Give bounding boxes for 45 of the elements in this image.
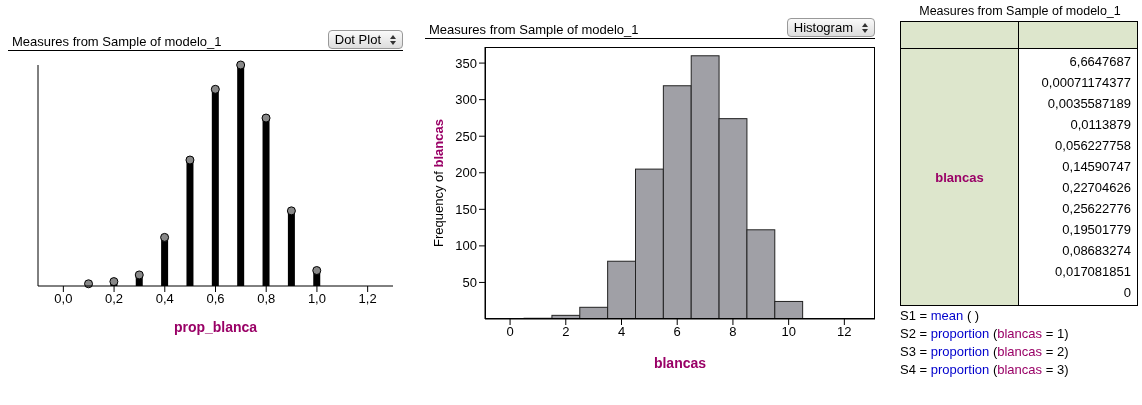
text: 0,19501779: [1062, 222, 1131, 237]
chart-title: Measures from Sample of modelo_1: [12, 34, 222, 49]
x-tick-label: 0,8: [257, 291, 276, 307]
x-tick-label: 10: [781, 324, 796, 340]
x-tick-label: 4: [617, 324, 626, 340]
x-tick-label: 0,2: [105, 291, 124, 307]
text: Histogram: [793, 20, 853, 35]
text: S1 = mean ( ): [900, 308, 980, 323]
x-tick-label: 0,6: [206, 291, 225, 307]
x-tick-label: 1,2: [358, 291, 377, 307]
text: 0,00071174377: [1041, 75, 1131, 90]
text: 0,22704626: [1062, 180, 1131, 195]
y-tick-label: 250: [455, 128, 477, 144]
x-tick-label: 8: [729, 324, 737, 340]
text: 0,08683274: [1062, 243, 1131, 258]
x-axis-title: prop_blanca: [173, 319, 258, 335]
text: 0,017081851: [1055, 264, 1131, 279]
category-label: blancas: [934, 168, 985, 187]
text: Dot Plot: [334, 32, 381, 47]
x-tick-label: 1,0: [307, 291, 326, 307]
text: S3 = proportion (blancas = 2): [900, 344, 1069, 359]
y-tick-label: 350: [455, 55, 477, 71]
y-tick-label: 150: [455, 201, 477, 217]
y-axis-title: Frequency of blancas: [431, 119, 446, 247]
y-tick-label: 50: [462, 275, 477, 291]
y-tick-label: 300: [455, 92, 477, 108]
x-tick-label: 12: [837, 324, 852, 340]
text: 0,25622776: [1062, 201, 1131, 216]
text: 0,0035587189: [1047, 96, 1131, 111]
y-tick-label: 100: [455, 238, 477, 254]
x-tick-label: 0,4: [155, 291, 174, 307]
x-tick-label: 6: [673, 324, 681, 340]
x-tick-label: 0: [506, 324, 514, 340]
text: S2 = proportion (blancas = 1): [900, 326, 1069, 341]
text: 6,6647687: [1069, 54, 1131, 69]
x-tick-label: 0,0: [54, 291, 73, 307]
text: 0,0113879: [1070, 117, 1131, 132]
text: 0,14590747: [1062, 159, 1131, 174]
x-axis-title: blancas: [653, 355, 707, 371]
text: 0,056227758: [1055, 138, 1131, 153]
text: S4 = proportion (blancas = 3): [900, 362, 1069, 377]
y-tick-label: 200: [455, 165, 477, 181]
chart-title: Measures from Sample of modelo_1: [429, 22, 639, 37]
x-tick-label: 2: [562, 324, 570, 340]
text: Measures from Sample of modelo_1: [918, 4, 1122, 18]
